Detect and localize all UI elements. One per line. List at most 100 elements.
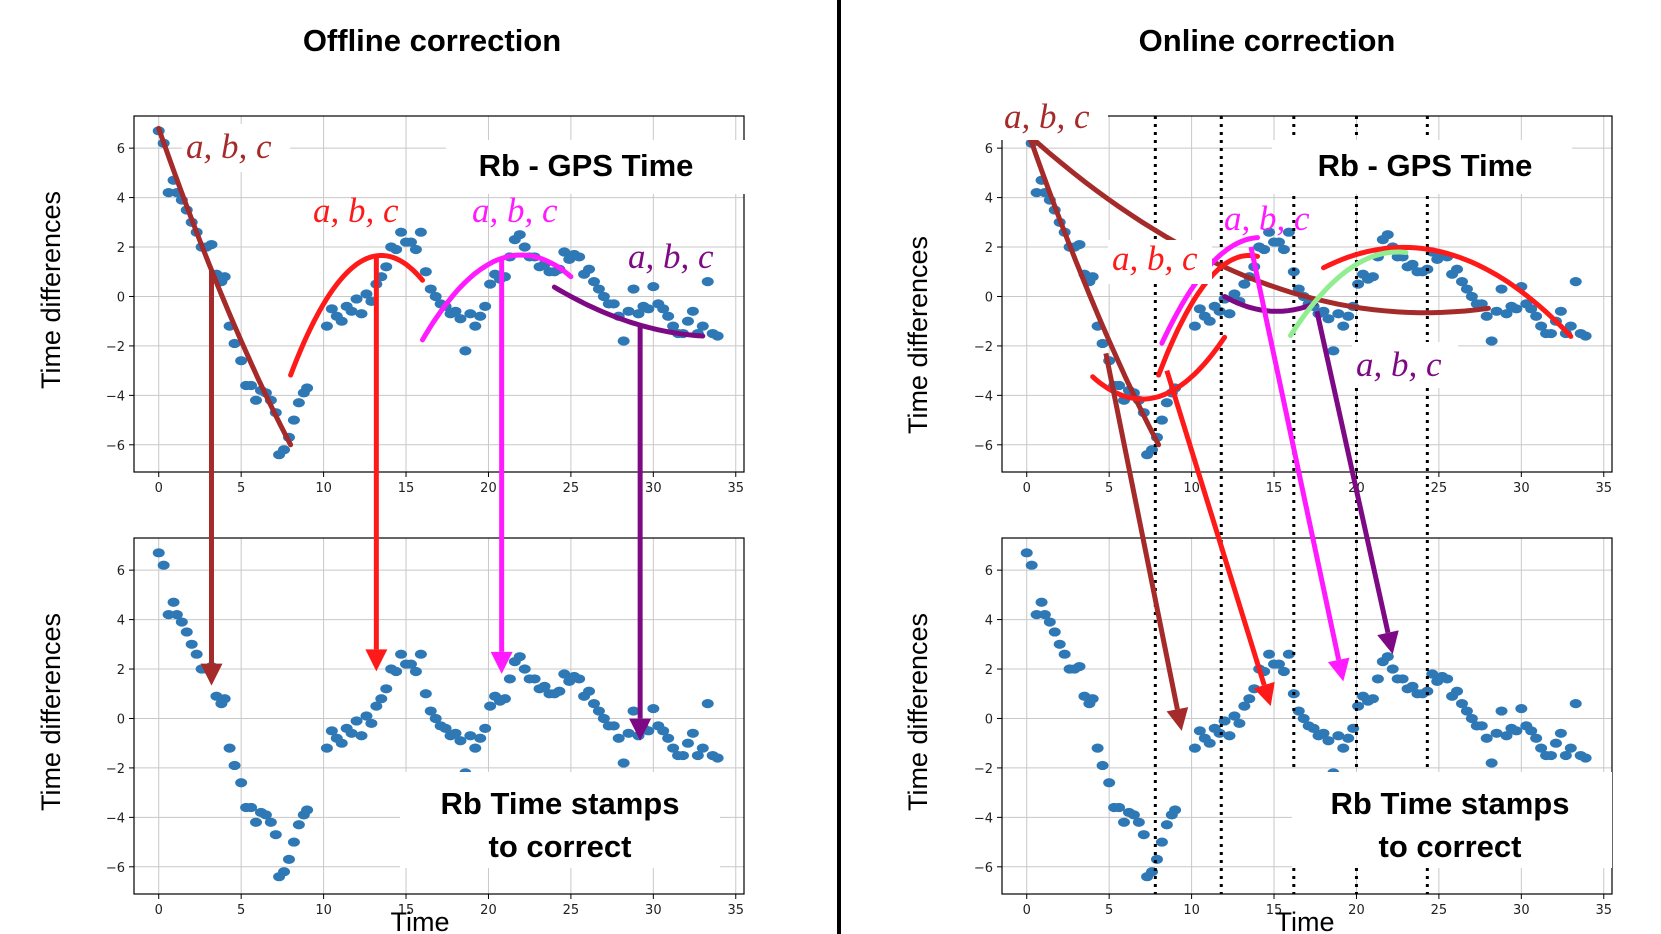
data-point: [657, 304, 670, 314]
data-point: [518, 242, 531, 252]
data-point: [390, 666, 403, 677]
data-point: [424, 706, 437, 716]
data-point: [1569, 699, 1582, 709]
x-tick-label: 30: [645, 903, 662, 918]
data-point: [355, 309, 368, 319]
data-point: [218, 272, 231, 282]
data-point: [414, 227, 427, 237]
data-point: [1020, 548, 1033, 558]
y-tick-label: 2: [117, 663, 125, 678]
data-point: [1465, 291, 1478, 302]
data-point: [1086, 272, 1099, 282]
data-point: [1203, 738, 1216, 748]
data-point: [1569, 277, 1582, 287]
data-point: [1327, 346, 1340, 356]
data-point: [235, 356, 248, 366]
data-point: [264, 817, 277, 827]
data-point: [1535, 743, 1548, 753]
data-point: [1030, 188, 1043, 198]
data-point: [1113, 380, 1126, 391]
data-point: [587, 699, 600, 709]
data-point: [474, 733, 487, 743]
data-point: [1530, 311, 1543, 321]
x-tick-label: 5: [1105, 903, 1113, 918]
data-point: [429, 713, 442, 724]
x-tick-label: 5: [237, 903, 245, 918]
data-point: [360, 711, 373, 721]
data-point: [292, 820, 305, 830]
data-point: [235, 778, 248, 788]
data-point: [558, 247, 571, 257]
abc-label-red: a, b, c: [313, 191, 399, 230]
fit-curve-purple: [1222, 294, 1318, 314]
y-tick-label: 4: [117, 192, 125, 207]
data-point: [1485, 758, 1498, 768]
y-tick-label: 2: [985, 663, 993, 678]
plot-frame: [1001, 537, 1613, 895]
data-point: [612, 733, 625, 743]
y-tick-label: 2: [985, 241, 993, 256]
data-point: [454, 314, 467, 324]
data-point: [350, 294, 363, 304]
data-point: [1545, 328, 1557, 339]
data-point: [1155, 837, 1168, 847]
data-point: [696, 321, 709, 331]
data-point: [1490, 728, 1503, 738]
data-point: [597, 291, 610, 302]
y-tick-label: −6: [106, 439, 125, 454]
data-point: [223, 743, 236, 753]
data-point: [1342, 311, 1355, 321]
data-point: [287, 415, 300, 425]
x-tick-label: 15: [398, 903, 415, 918]
data-point: [1048, 627, 1061, 637]
data-point: [484, 701, 497, 711]
data-point: [1272, 237, 1285, 247]
data-point: [1564, 743, 1577, 753]
data-point: [1490, 306, 1503, 316]
data-point: [1025, 560, 1038, 570]
data-point: [1169, 805, 1182, 815]
data-point: [449, 306, 462, 316]
y-tick-label: 0: [117, 712, 125, 727]
data-point: [1277, 666, 1290, 677]
data-point: [1530, 733, 1543, 743]
data-point: [1118, 817, 1130, 827]
data-point: [1223, 731, 1236, 741]
data-point: [424, 284, 437, 294]
data-point: [1381, 230, 1394, 240]
data-point: [1337, 321, 1350, 331]
data-point: [1332, 309, 1345, 319]
data-point: [573, 252, 586, 262]
data-point: [320, 743, 333, 753]
y-tick-label: −2: [106, 340, 125, 355]
x-tick-label: 0: [155, 903, 163, 918]
data-point: [395, 649, 408, 659]
data-point: [370, 701, 383, 711]
data-point: [1480, 311, 1493, 321]
x-tick-label: 30: [1513, 481, 1530, 496]
data-point: [1332, 731, 1345, 741]
data-point: [259, 810, 272, 820]
data-point: [617, 336, 630, 346]
y-tick-label: 4: [985, 192, 993, 207]
data-point: [1500, 731, 1513, 741]
data-point: [617, 758, 630, 768]
fit-curve-red: [1321, 244, 1574, 339]
data-point: [479, 301, 492, 311]
data-point: [375, 694, 388, 704]
data-point: [1073, 661, 1086, 672]
data-point: [1465, 713, 1478, 724]
rb-stamps-label-2: to correct: [489, 829, 632, 864]
data-point: [1352, 279, 1365, 289]
arrow-magenta-head: [1327, 657, 1350, 682]
data-point: [1096, 338, 1109, 349]
data-point: [662, 311, 675, 321]
x-tick-label: 10: [1183, 481, 1200, 496]
data-point: [350, 716, 363, 726]
data-point: [464, 309, 477, 319]
x-tick-label: 10: [315, 903, 332, 918]
abc-label-red: a, b, c: [1112, 239, 1198, 278]
fit-curve-red: [288, 253, 425, 378]
